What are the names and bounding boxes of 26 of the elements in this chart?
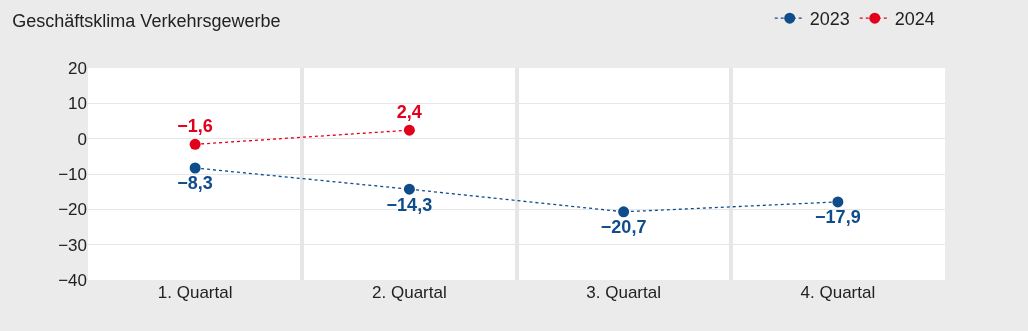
legend-label: 2024 bbox=[894, 9, 935, 30]
data-label: 2,4 bbox=[396, 101, 422, 122]
x-tick-label: 1. Quartal bbox=[157, 283, 233, 302]
y-tick-label: −40 bbox=[58, 270, 87, 290]
legend-label: 2023 bbox=[809, 9, 850, 30]
point bbox=[403, 183, 415, 195]
data-label: −17,9 bbox=[815, 207, 861, 228]
x-tick-label: 3. Quartal bbox=[586, 283, 661, 302]
y-tick-label: 0 bbox=[77, 129, 87, 149]
y-tick-label: −10 bbox=[58, 164, 87, 184]
chart-title: Geschäftsklima Verkehrsgewerbe bbox=[12, 11, 281, 32]
data-label: −14,3 bbox=[386, 194, 433, 215]
data-label: −1,6 bbox=[177, 115, 213, 136]
point bbox=[832, 196, 844, 208]
y-tick-label: −30 bbox=[58, 235, 87, 255]
y-tick-label: 10 bbox=[68, 94, 87, 114]
x-tick-label: 4. Quartal bbox=[800, 283, 876, 302]
x-tick-label: 2. Quartal bbox=[372, 283, 447, 302]
point bbox=[618, 206, 630, 218]
point bbox=[189, 162, 201, 174]
data-label: −8,3 bbox=[177, 173, 213, 194]
y-tick-label: 20 bbox=[68, 58, 87, 78]
y-tick-label: −20 bbox=[58, 200, 87, 220]
point bbox=[189, 138, 201, 150]
point bbox=[403, 124, 415, 136]
data-label: −20,7 bbox=[600, 217, 647, 238]
